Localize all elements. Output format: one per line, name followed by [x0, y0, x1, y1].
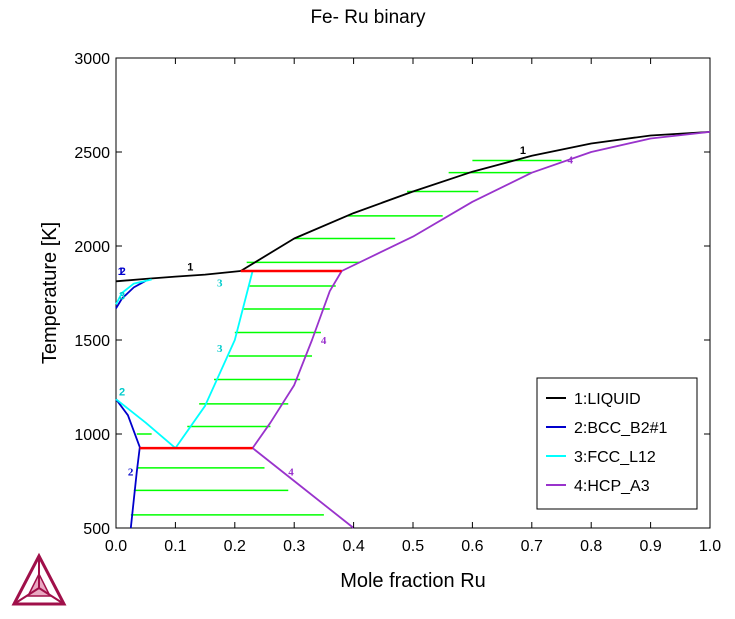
y-axis-ticks: 500 1000 1500 2000 2500 3000 — [74, 51, 710, 538]
x-tick-label: 0.7 — [521, 538, 543, 555]
curve-annotation: 4 — [567, 154, 573, 166]
curve-annotation: 3 — [217, 343, 223, 355]
series-3-curve-2 — [115, 398, 176, 449]
x-tick-label: 0.0 — [105, 538, 127, 555]
curve-annotation: 2 — [128, 466, 134, 478]
phase-boundary-curves — [115, 131, 711, 529]
y-tick-label: 500 — [83, 521, 110, 538]
y-axis-title: Temperature [K] — [39, 222, 61, 364]
legend-entry: 4:HCP_A3 — [574, 478, 650, 495]
invariant-lines — [139, 269, 342, 450]
x-tick-label: 1.0 — [699, 538, 721, 555]
curve-annotation: 4 — [321, 335, 327, 347]
legend-entry: 1:LIQUID — [574, 391, 641, 408]
series-1-curve-2 — [240, 131, 711, 272]
curve-annotation: 1 — [520, 145, 526, 157]
x-tick-label: 0.5 — [402, 538, 424, 555]
series-4-curve-1 — [251, 270, 343, 449]
curve-annotation: 1 — [118, 266, 124, 278]
x-tick-label: 0.6 — [461, 538, 483, 555]
x-tick-label: 0.2 — [224, 538, 246, 555]
x-axis-ticks: 0.0 0.1 0.2 0.3 0.4 0.5 0.6 0.7 0.8 0.9 1.0 — [105, 58, 721, 555]
curve-annotation: 4 — [288, 466, 294, 478]
x-tick-label: 0.3 — [283, 538, 305, 555]
series-2-curve-1 — [115, 280, 147, 309]
legend: 1:LIQUID 2:BCC_B2#1 3:FCC_L12 4:HCP_A3 — [536, 377, 698, 510]
y-tick-label: 3000 — [74, 51, 110, 68]
curve-annotation: 3 — [217, 277, 223, 289]
curve-annotation: 3 — [119, 291, 125, 303]
legend-entry: 2:BCC_B2#1 — [574, 420, 667, 437]
series-3-curve-3 — [174, 270, 254, 449]
legend-box — [536, 377, 698, 510]
curve-annotation: 2 — [119, 386, 125, 398]
chart-title: Fe- Ru binary — [310, 7, 426, 28]
series-4-curve-3 — [252, 447, 355, 529]
y-tick-label: 2000 — [74, 239, 110, 256]
y-tick-label: 1000 — [74, 427, 110, 444]
series-1-curve-1 — [115, 270, 241, 283]
x-tick-label: 0.1 — [164, 538, 186, 555]
curve-annotation: 1 — [187, 261, 193, 273]
tie-lines — [130, 159, 562, 516]
y-tick-label: 2500 — [74, 145, 110, 162]
series-4-curve-2 — [341, 131, 711, 272]
series-3-curve-1 — [115, 278, 152, 305]
series-2-curve-2 — [115, 398, 141, 529]
x-tick-label: 0.4 — [342, 538, 364, 555]
x-tick-label: 0.8 — [580, 538, 602, 555]
curve-annotation: 2 — [120, 266, 126, 278]
legend-entry: 3:FCC_L12 — [574, 449, 656, 466]
y-tick-label: 1500 — [74, 333, 110, 350]
thermo-calc-logo — [11, 552, 67, 606]
x-tick-label: 0.9 — [639, 538, 661, 555]
x-axis-title: Mole fraction Ru — [340, 570, 486, 592]
